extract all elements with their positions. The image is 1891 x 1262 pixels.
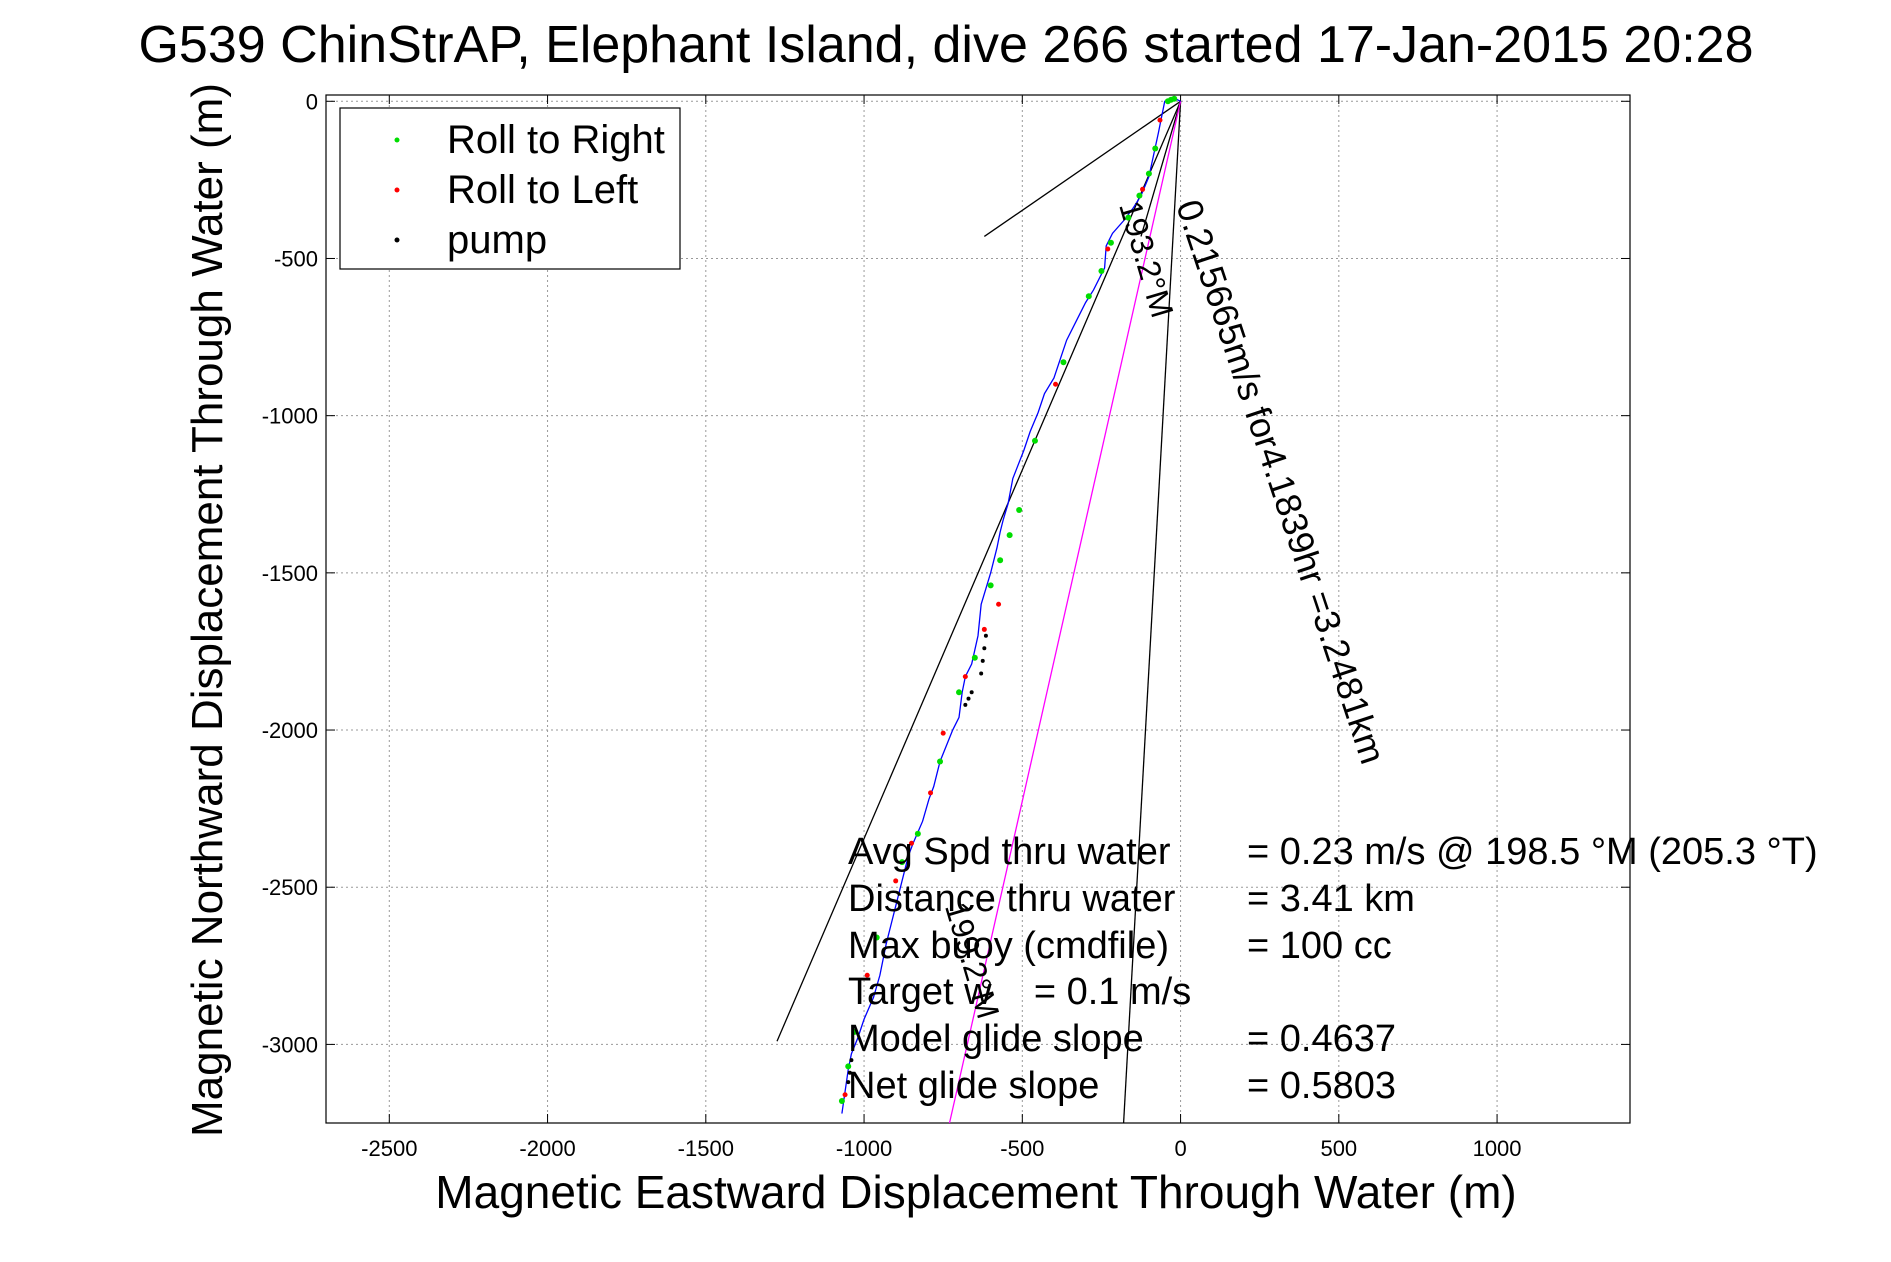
roll-left-marker: [893, 878, 899, 884]
stats-annotation: Avg Spd thru water = 0.23 m/s @ 198.5 °M…: [848, 831, 1818, 1107]
pump-marker: [846, 1080, 851, 1085]
track-line: [841, 97, 1181, 1114]
stat-label: Model glide slope: [848, 1018, 1144, 1060]
pump-marker: [963, 702, 968, 707]
x-tick-label: -1500: [678, 1136, 734, 1161]
legend-label: Roll to Right: [447, 118, 665, 162]
y-tick-label: -2000: [262, 718, 318, 743]
track-layer: [841, 97, 1181, 1114]
roll-right-marker: [1085, 293, 1092, 300]
pump-marker: [983, 633, 988, 638]
roll-right-marker: [899, 859, 906, 866]
marker-layer: [838, 95, 1178, 1104]
y-axis-label: Magnetic Northward Displacement Through …: [183, 83, 232, 1137]
x-tick-label: -1000: [836, 1136, 892, 1161]
roll-right-marker: [914, 830, 921, 837]
x-tick-label: 500: [1320, 1136, 1357, 1161]
envelope-line-3: [983, 100, 1181, 238]
legend-item-pump: pump: [394, 218, 547, 262]
stat-value: = 100 cc: [1247, 925, 1392, 967]
stat-value: = 3.41 km: [1247, 878, 1415, 920]
roll-left-marker: [981, 626, 987, 632]
roll-right-marker: [851, 1028, 858, 1035]
roll-right-marker: [997, 557, 1004, 564]
x-tick-label: -2000: [519, 1136, 575, 1161]
pump-marker: [980, 658, 985, 663]
stat-label: Max buoy (cmdfile): [848, 925, 1169, 967]
roll-left-marker: [996, 601, 1002, 607]
stat-value: = 0.4637: [1247, 1018, 1396, 1060]
roll-left-marker: [842, 1092, 848, 1098]
roll-left-marker: [1157, 117, 1163, 123]
avg-heading-line: [948, 101, 1182, 1124]
x-axis-label: Magnetic Eastward Displacement Through W…: [435, 1166, 1516, 1218]
y-tick-label: -500: [274, 246, 318, 271]
x-tick-label: 0: [1174, 1136, 1186, 1161]
y-tick-label: -1500: [262, 561, 318, 586]
legend-label: Roll to Left: [447, 168, 638, 212]
envelope-line-1: [776, 101, 1182, 1042]
roll-right-marker: [873, 934, 880, 941]
x-tick-label: 1000: [1473, 1136, 1522, 1161]
legend-swatch: [394, 137, 400, 143]
roll-left-marker: [864, 972, 870, 978]
roll-right-marker: [1098, 268, 1105, 275]
roll-right-marker: [1164, 98, 1171, 105]
legend: Roll to Right Roll to Left pump: [339, 107, 681, 270]
y-tick-label: -1000: [262, 404, 318, 429]
legend-item-roll-left: Roll to Left: [394, 168, 638, 212]
x-tick-label: -2500: [361, 1136, 417, 1161]
roll-right-marker: [956, 689, 963, 696]
pump-marker: [982, 646, 987, 651]
roll-right-marker: [1016, 506, 1023, 513]
roll-right-marker: [1060, 359, 1067, 366]
legend-item-roll-right: Roll to Right: [394, 118, 665, 162]
legend-swatch: [394, 237, 400, 243]
y-tick-label: -2500: [262, 875, 318, 900]
roll-right-marker: [1125, 214, 1132, 221]
stat-label: Avg Spd thru water: [848, 831, 1171, 873]
roll-right-marker: [937, 758, 944, 765]
pump-marker: [847, 1070, 852, 1075]
chart-title: G539 ChinStrAP, Elephant Island, dive 26…: [138, 16, 1753, 74]
roll-left-marker: [1140, 186, 1146, 192]
pump-marker: [966, 696, 971, 701]
roll-left-marker: [1105, 246, 1111, 252]
stat-label: Net glide slope: [848, 1065, 1099, 1107]
roll-right-marker: [1006, 532, 1013, 539]
y-tick-label: 0: [306, 89, 318, 114]
roll-left-marker: [909, 840, 915, 846]
roll-right-marker: [987, 582, 994, 589]
envelope-line-4: [1140, 101, 1182, 237]
pump-marker: [849, 1058, 854, 1063]
stat-value: = 0.23 m/s @ 198.5 °M (205.3 °T): [1247, 831, 1818, 873]
roll-right-marker: [1031, 437, 1038, 444]
x-axis: -2500 -2000 -1500 -1000 -500 0 500 1000: [361, 95, 1522, 1161]
legend-label: pump: [447, 218, 547, 262]
stat-value: = 0.5803: [1247, 1065, 1396, 1107]
roll-right-marker: [838, 1097, 845, 1104]
roll-left-marker: [928, 790, 934, 796]
y-axis: 0 -500 -1000 -1500 -2000 -2500 -3000: [262, 89, 1630, 1057]
roll-right-marker: [1107, 239, 1114, 246]
stat-label: Target w = 0.1 m/s: [848, 971, 1191, 1013]
roll-left-marker: [1053, 381, 1059, 387]
reference-lines: [776, 100, 1182, 1124]
roll-right-marker: [1145, 170, 1152, 177]
pump-marker: [969, 690, 974, 695]
roll-right-marker: [845, 1063, 852, 1070]
roll-right-marker: [1152, 145, 1159, 152]
x-tick-label: -500: [1000, 1136, 1044, 1161]
roll-right-marker: [971, 654, 978, 661]
roll-left-marker: [940, 730, 946, 736]
y-tick-label: -3000: [262, 1032, 318, 1057]
legend-swatch: [394, 187, 400, 193]
stat-label: Distance thru water: [848, 878, 1176, 920]
envelope-line-2: [1122, 101, 1182, 1124]
roll-left-marker: [962, 674, 968, 680]
pump-marker: [979, 671, 984, 676]
roll-right-marker: [1136, 192, 1143, 199]
